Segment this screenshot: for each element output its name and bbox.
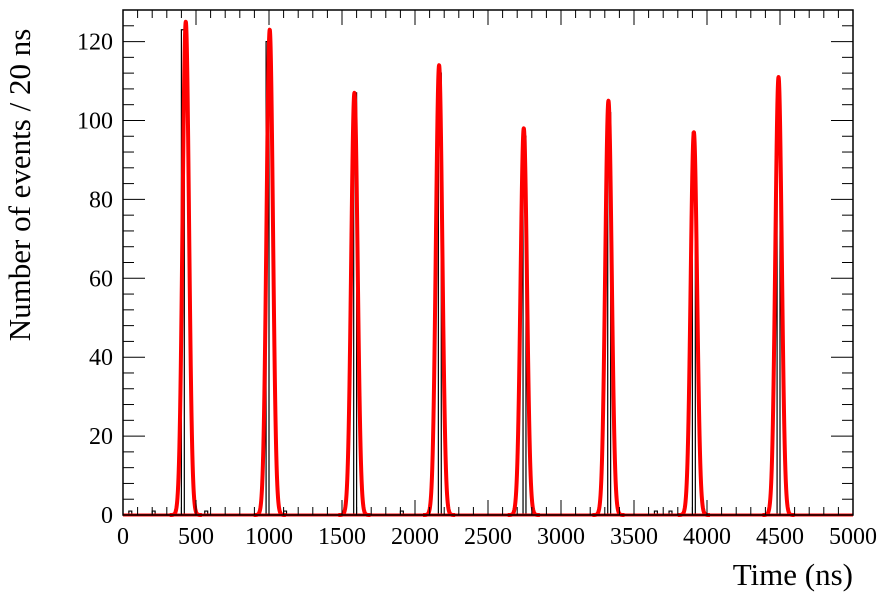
x-tick-label: 1000: [245, 524, 293, 550]
x-tick-label: 4500: [756, 524, 804, 550]
fit-series: [123, 19, 853, 517]
y-axis-ticks: [123, 9, 853, 516]
y-axis-label: Number of events / 20 ns: [2, 29, 37, 342]
x-tick-label: 0: [117, 524, 129, 550]
y-tick-label: 20: [89, 424, 113, 450]
fit-peak: [167, 19, 204, 517]
y-tick-labels: 0 20 40 60 80 100 120: [77, 30, 113, 529]
y-tick-label: 60: [89, 266, 113, 292]
histogram-series: [123, 29, 853, 516]
x-tick-label: 5000: [829, 524, 877, 550]
histogram-bin: [204, 510, 209, 515]
fit-peak: [421, 63, 457, 517]
x-tick-label: 2500: [464, 524, 512, 550]
histogram-bin: [668, 510, 673, 515]
x-tick-label: 1500: [318, 524, 366, 550]
x-tick-labels: 0 500 1000 1500 2000 2500 3000 3500 4000 4500 5000: [117, 524, 877, 550]
x-axis-ticks: [122, 10, 854, 515]
y-tick-label: 120: [77, 30, 113, 56]
y-tick-label: 40: [89, 345, 113, 371]
x-tick-label: 500: [178, 524, 214, 550]
fit-peak: [760, 75, 797, 517]
histogram-bin: [653, 510, 658, 515]
x-tick-label: 4000: [683, 524, 731, 550]
fit-peak: [590, 98, 627, 517]
y-tick-label: 80: [89, 187, 113, 213]
y-tick-label: 100: [77, 108, 113, 134]
fit-peak: [251, 27, 288, 517]
fit-peak: [336, 90, 373, 517]
plot-frame: [122, 9, 854, 516]
x-tick-label: 2000: [391, 524, 439, 550]
x-tick-label: 3000: [537, 524, 585, 550]
histogram-bin: [128, 510, 133, 515]
y-tick-label: 0: [101, 503, 113, 529]
x-tick-label: 3500: [610, 524, 658, 550]
x-axis-label: Time (ns): [733, 557, 853, 592]
fit-peak: [505, 126, 542, 517]
fit-peak: [675, 130, 712, 517]
